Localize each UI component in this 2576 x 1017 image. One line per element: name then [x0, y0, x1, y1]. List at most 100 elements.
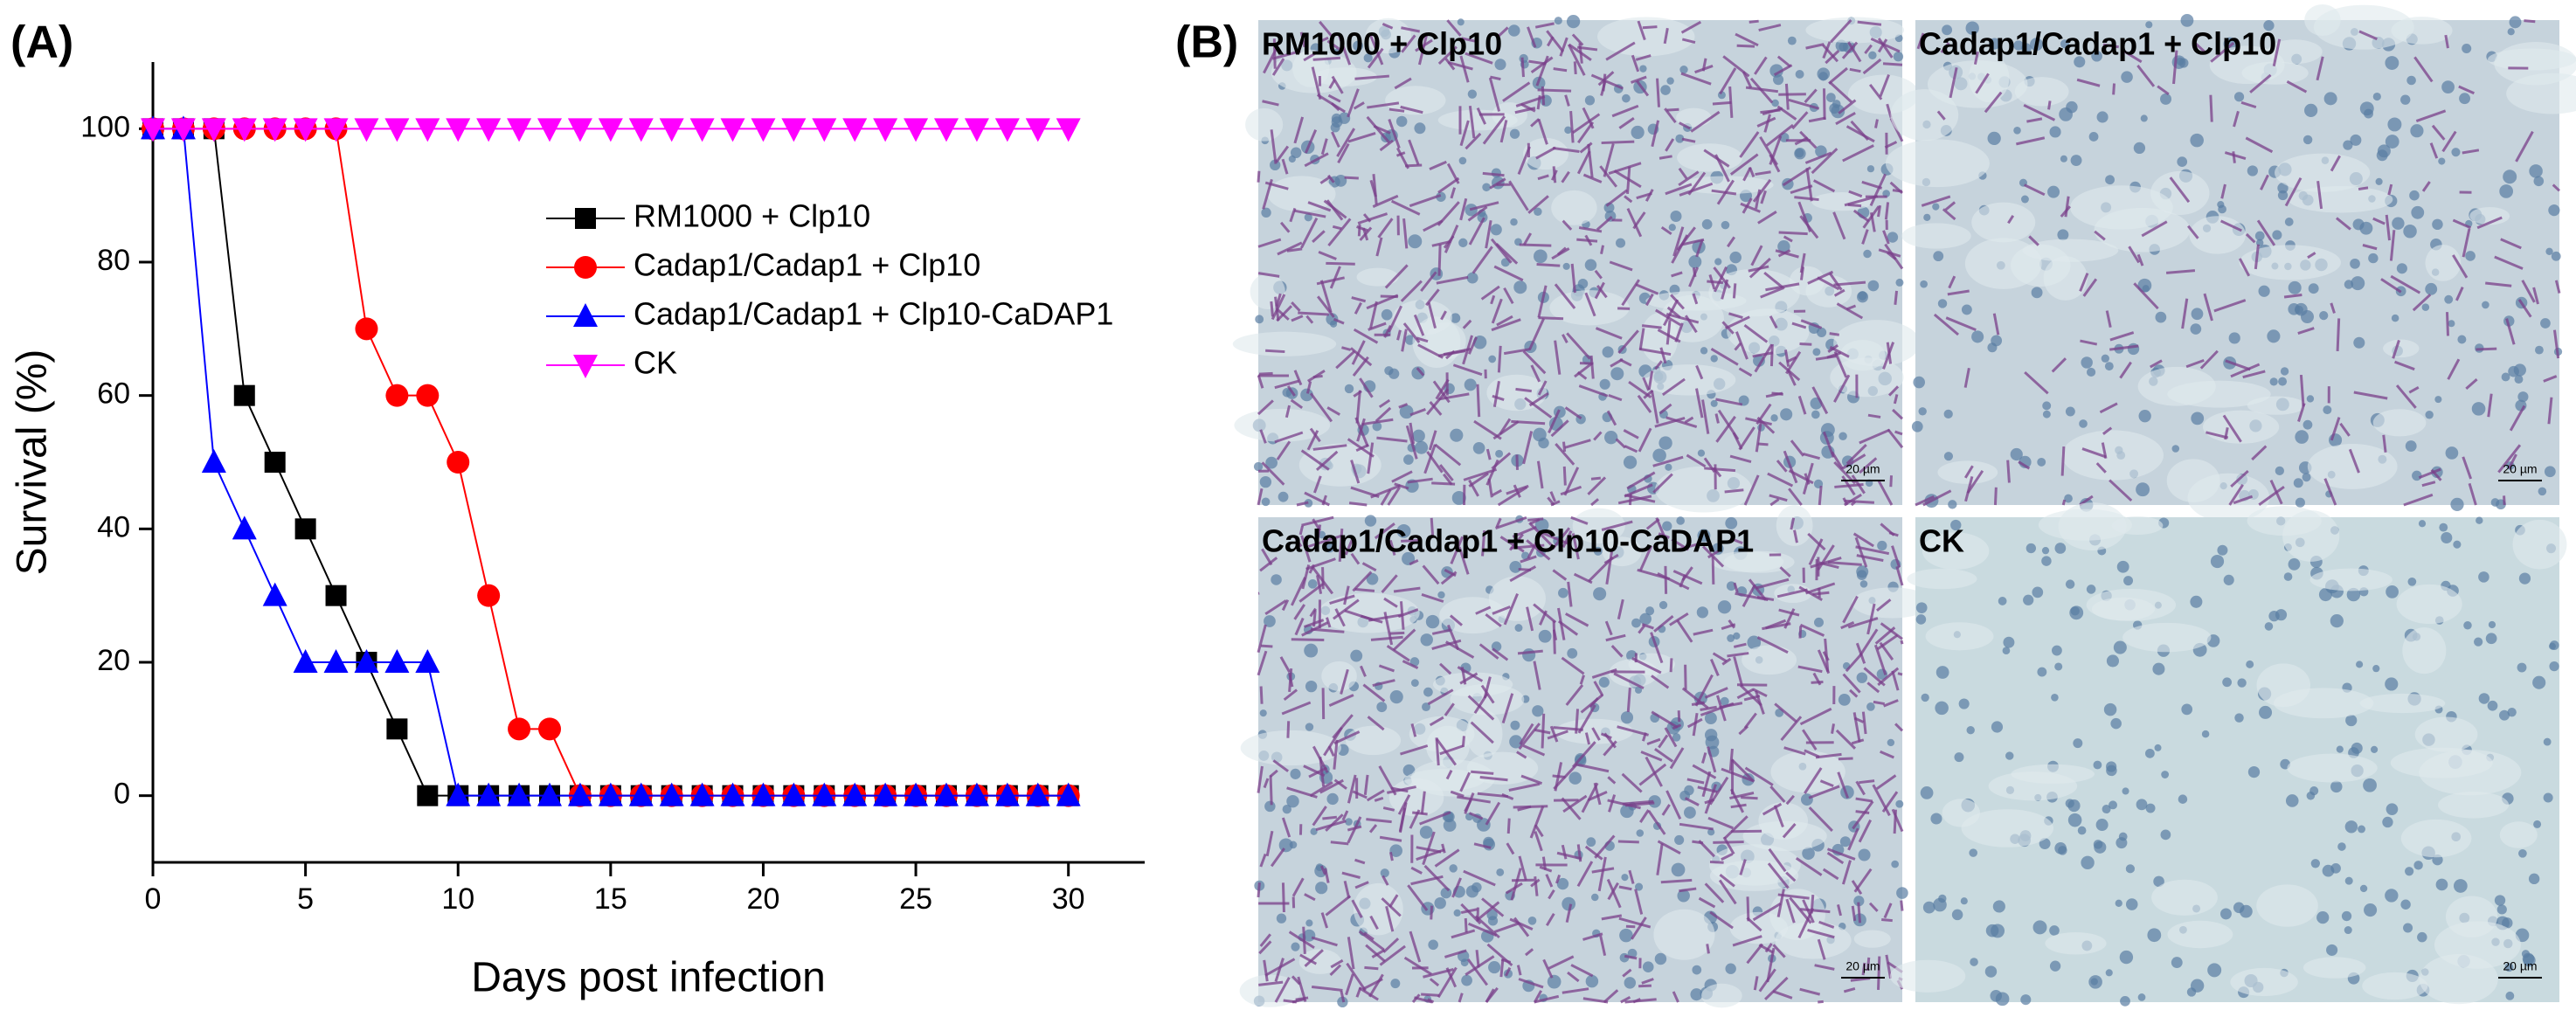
- hypha: [1518, 855, 1527, 881]
- hypha: [1344, 609, 1374, 621]
- cell-nucleus: [1465, 885, 1479, 898]
- cell-nucleus: [2411, 205, 2425, 219]
- cell-nucleus: [2358, 825, 2365, 834]
- hypha: [1553, 67, 1568, 73]
- hypha: [1439, 464, 1454, 481]
- hypha: [1915, 495, 1935, 507]
- cell-nucleus: [2222, 677, 2232, 688]
- hypha: [1729, 536, 1743, 545]
- cell-nucleus: [2171, 445, 2180, 453]
- cell-nucleus: [2123, 576, 2134, 586]
- cell-nucleus: [1509, 735, 1523, 749]
- cell-nucleus: [2041, 556, 2052, 566]
- hypha: [1482, 115, 1506, 145]
- hypha: [1326, 199, 1344, 221]
- cell-nucleus: [2119, 950, 2134, 965]
- hypha: [1272, 759, 1289, 772]
- tubule: [2425, 245, 2462, 281]
- hypha: [1298, 583, 1325, 603]
- hypha: [1468, 812, 1484, 820]
- marker: [476, 782, 502, 806]
- marker: [781, 782, 807, 806]
- cell-nucleus: [2400, 899, 2411, 910]
- y-tick-label: 60: [97, 377, 130, 411]
- hypha: [2323, 478, 2337, 506]
- hypha: [1774, 702, 1797, 723]
- cell-nucleus: [2302, 135, 2313, 145]
- cell-nucleus: [1598, 676, 1610, 688]
- hypha: [2249, 73, 2272, 93]
- hypha: [1712, 467, 1722, 478]
- hypha: [1307, 534, 1342, 548]
- cell-nucleus: [2079, 419, 2088, 428]
- hypha: [1538, 530, 1569, 545]
- marker: [233, 384, 255, 406]
- hypha: [1333, 598, 1360, 620]
- hypha: [1435, 378, 1450, 400]
- hypha: [1490, 294, 1496, 305]
- hypha: [1552, 620, 1556, 654]
- hypha: [1611, 104, 1639, 118]
- marker: [964, 118, 989, 142]
- hypha: [1948, 275, 1956, 289]
- hypha: [1378, 664, 1395, 673]
- hypha: [1638, 763, 1667, 786]
- hypha: [1725, 315, 1750, 330]
- hypha: [1944, 201, 1956, 211]
- hypha: [1478, 643, 1499, 660]
- hypha: [2219, 219, 2242, 232]
- cell-nucleus: [2060, 39, 2069, 49]
- hypha: [1876, 633, 1899, 651]
- hypha: [1851, 905, 1857, 922]
- hypha: [1636, 191, 1652, 200]
- hypha: [1780, 716, 1803, 742]
- x-tick-label: 25: [899, 882, 932, 916]
- cell-nucleus: [2514, 375, 2524, 384]
- hypha: [1259, 686, 1264, 704]
- hypha: [1395, 151, 1406, 157]
- cell-nucleus: [2269, 377, 2278, 386]
- hypha: [1830, 19, 1852, 44]
- cell-nucleus: [1697, 449, 1706, 457]
- hypha: [1281, 158, 1289, 175]
- hypha: [1350, 460, 1361, 484]
- cell-nucleus: [1305, 680, 1318, 693]
- hypha: [1330, 958, 1344, 969]
- hypha: [1776, 460, 1788, 473]
- hypha: [2390, 274, 2421, 294]
- hypha: [1304, 949, 1324, 968]
- tubule: [2011, 244, 2071, 287]
- hypha: [1841, 475, 1856, 496]
- cell-nucleus: [1670, 210, 1682, 223]
- cell-nucleus: [2345, 714, 2358, 727]
- cell-nucleus: [2081, 356, 2093, 369]
- cell-nucleus: [1567, 647, 1578, 659]
- hypha: [1716, 695, 1727, 722]
- hypha: [1257, 399, 1274, 416]
- hypha: [1567, 581, 1573, 607]
- hypha: [2500, 238, 2522, 250]
- cell-nucleus: [1725, 516, 1738, 529]
- hypha: [1876, 204, 1882, 218]
- cell-nucleus: [2392, 217, 2405, 230]
- hypha: [1658, 403, 1672, 415]
- cell-nucleus: [2116, 837, 2128, 849]
- cell-nucleus: [2155, 311, 2167, 323]
- hypha: [1672, 991, 1679, 1003]
- panel-label: (A): [10, 17, 73, 68]
- hypha: [1257, 765, 1264, 793]
- hypha: [1569, 111, 1575, 143]
- cell-nucleus: [2147, 928, 2162, 943]
- hypha: [1380, 488, 1392, 506]
- cell-nucleus: [1866, 165, 1875, 173]
- cell-nucleus: [1278, 491, 1289, 502]
- cell-nucleus: [2060, 155, 2067, 163]
- cell-nucleus: [1331, 113, 1342, 124]
- cell-nucleus: [1658, 436, 1672, 450]
- hypha: [1324, 868, 1330, 883]
- hypha: [1285, 405, 1291, 419]
- hypha: [1869, 173, 1887, 207]
- cell-nucleus: [2217, 544, 2228, 556]
- hypha: [1537, 118, 1548, 145]
- hypha: [1679, 121, 1691, 130]
